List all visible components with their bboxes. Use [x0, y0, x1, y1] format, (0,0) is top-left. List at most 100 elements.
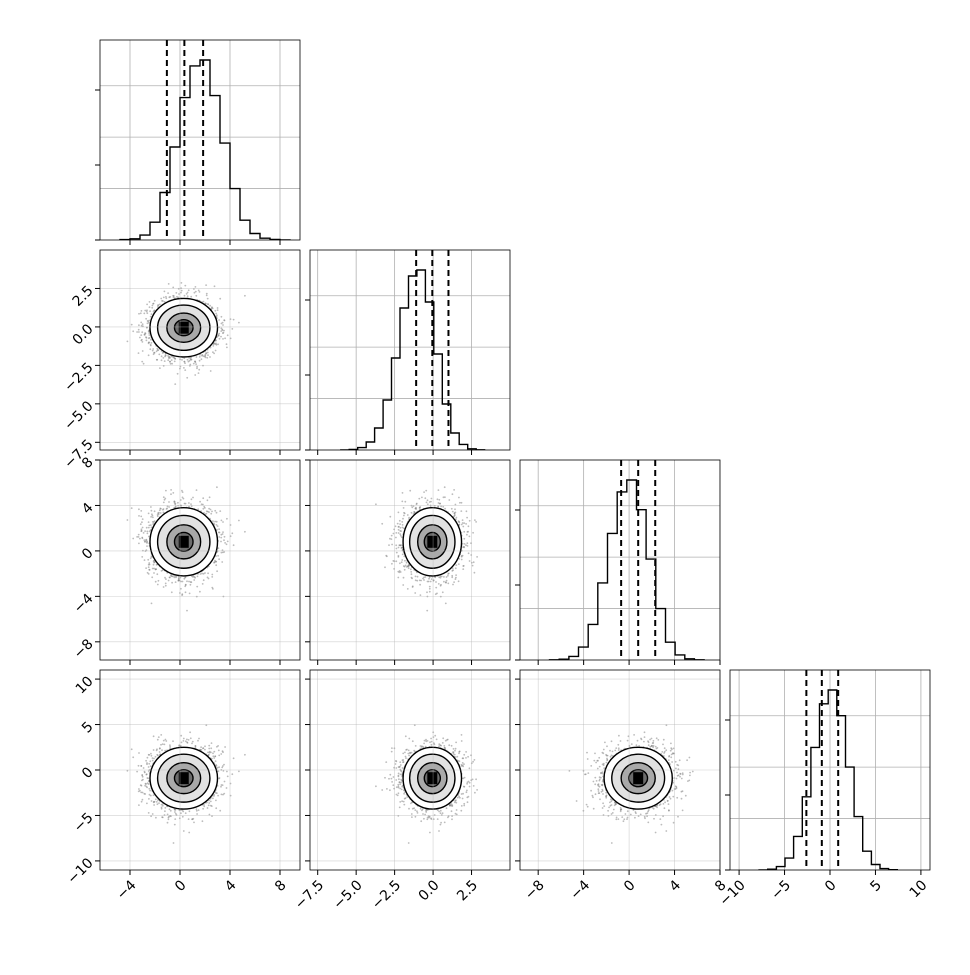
sample-point [167, 292, 169, 294]
sample-point [189, 360, 191, 362]
sample-point [148, 342, 150, 344]
sample-point [170, 493, 172, 495]
histogram-step [120, 60, 290, 240]
sample-point [138, 324, 140, 326]
sample-point [141, 325, 143, 327]
sample-point [187, 295, 189, 297]
sample-point [175, 577, 177, 579]
sample-point [220, 537, 222, 539]
sample-point [389, 516, 391, 518]
sample-point [148, 331, 150, 333]
histogram-step [759, 690, 897, 870]
sample-point [181, 290, 183, 292]
sample-point [154, 510, 156, 512]
sample-point [211, 574, 213, 576]
sample-point [174, 358, 176, 360]
sample-point [233, 319, 235, 321]
sample-point [174, 502, 176, 504]
sample-point [150, 339, 152, 341]
sample-point [212, 345, 214, 347]
sample-point [132, 330, 134, 332]
sample-point [217, 525, 219, 527]
sample-point [148, 527, 150, 529]
sample-point [160, 508, 162, 510]
sample-point [207, 304, 209, 306]
sample-point [150, 516, 152, 518]
sample-point [165, 583, 167, 585]
sample-point [143, 532, 145, 534]
sample-point [217, 309, 219, 311]
sample-point [222, 338, 224, 340]
sample-point [199, 501, 201, 503]
sample-point [220, 541, 222, 543]
sample-point [160, 512, 162, 514]
sample-point [152, 348, 154, 350]
sample-point [159, 304, 161, 306]
sample-point [218, 333, 220, 335]
sample-point [194, 374, 196, 376]
sample-point [217, 307, 219, 309]
sample-point [194, 577, 196, 579]
sample-point [146, 545, 148, 547]
sample-point [168, 580, 170, 582]
hist-panel-4 [725, 670, 930, 875]
sample-point [168, 296, 170, 298]
sample-point [149, 306, 151, 308]
sample-point [207, 354, 209, 356]
sample-point [203, 355, 205, 357]
sample-point [141, 537, 143, 539]
sample-point [206, 295, 208, 297]
sample-point [141, 556, 143, 558]
sample-point [200, 573, 202, 575]
sample-point [190, 581, 192, 583]
sample-point [150, 506, 152, 508]
sample-point [148, 334, 150, 336]
sample-point [148, 521, 150, 523]
sample-point [165, 585, 167, 587]
sample-point [148, 564, 150, 566]
sample-point [195, 363, 197, 365]
sample-point [214, 285, 216, 287]
sample-point [141, 331, 143, 333]
sample-point [244, 295, 246, 297]
sample-point [209, 496, 211, 498]
sample-point [146, 531, 148, 533]
sample-point [138, 329, 140, 331]
sample-point [138, 515, 140, 517]
sample-point [222, 552, 224, 554]
sample-point [162, 357, 164, 359]
sample-point [196, 356, 198, 358]
sample-point [172, 287, 174, 289]
sample-point [144, 559, 146, 561]
sample-point [162, 509, 164, 511]
sample-point [148, 573, 150, 575]
sample-point [197, 576, 199, 578]
scatter-panel-3-1 [95, 460, 300, 665]
sample-point [149, 337, 151, 339]
sample-point [203, 579, 205, 581]
sample-point [404, 513, 406, 515]
sample-point [375, 503, 377, 505]
sample-point [223, 539, 225, 541]
sample-point [208, 578, 210, 580]
sample-point [404, 501, 406, 503]
sample-point [452, 493, 454, 495]
sample-point [141, 310, 143, 312]
sample-point [198, 372, 200, 374]
sample-point [138, 313, 140, 315]
sample-point [201, 358, 203, 360]
sample-point [446, 576, 448, 578]
sample-point [143, 363, 145, 365]
sample-point [171, 591, 173, 593]
sample-point [460, 510, 462, 512]
sample-point [139, 538, 141, 540]
sample-point [180, 581, 182, 583]
sample-point [171, 359, 173, 361]
sample-point [221, 316, 223, 318]
sample-point [201, 573, 203, 575]
sample-point [219, 298, 221, 300]
sample-point [138, 508, 140, 510]
sample-point [153, 572, 155, 574]
sample-point [132, 538, 134, 540]
sample-point [193, 579, 195, 581]
